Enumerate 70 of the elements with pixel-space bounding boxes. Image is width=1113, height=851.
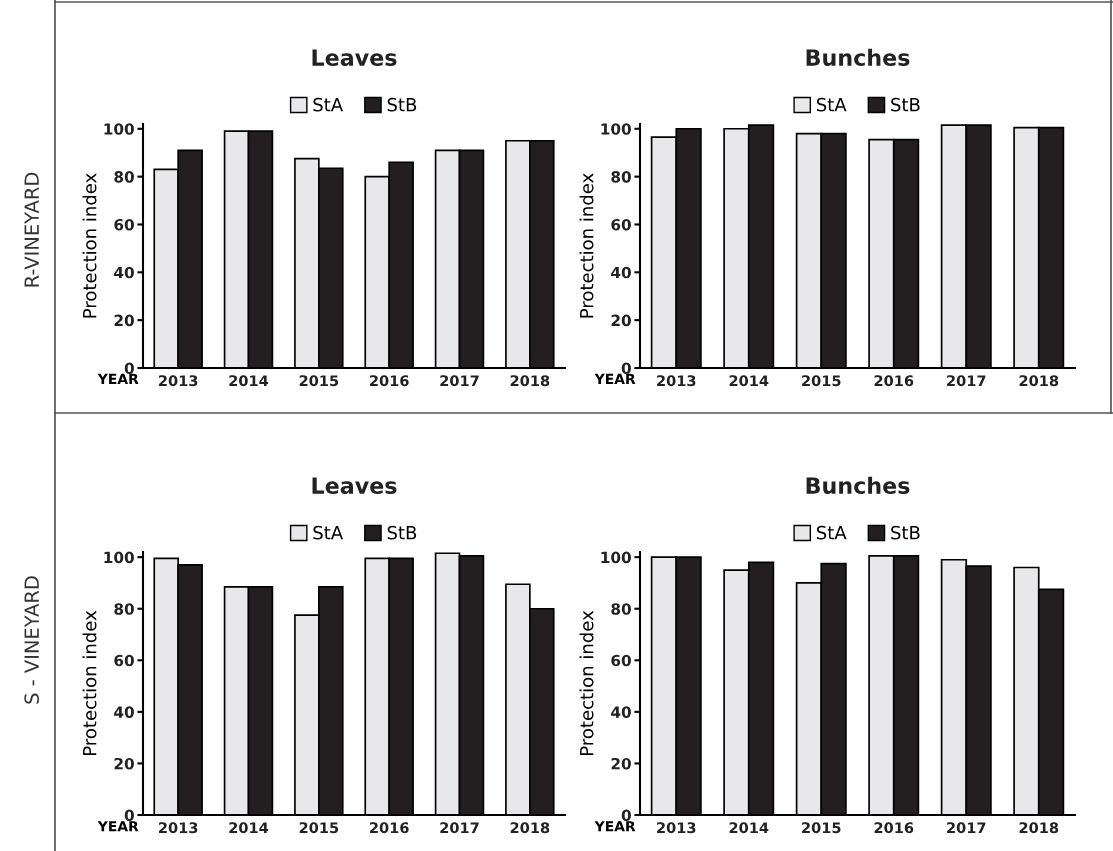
chart-title: Leaves xyxy=(312,477,397,494)
x-tick-label: 2017 xyxy=(440,822,479,834)
y-tick-label: 20 xyxy=(611,757,631,770)
x-axis-title: YEAR xyxy=(97,373,139,384)
x-tick-label: 2017 xyxy=(947,822,986,834)
x-axis-title: YEAR xyxy=(97,821,139,832)
legend-label: StB xyxy=(387,97,417,112)
x-tick-label: 2016 xyxy=(370,822,409,834)
y-tick-label: 0 xyxy=(124,362,134,375)
x-tick-label: 2014 xyxy=(729,375,769,387)
x-tick-label: 2015 xyxy=(802,375,841,387)
y-tick-label: 100 xyxy=(104,551,134,564)
y-tick-label: 40 xyxy=(611,266,631,279)
y-tick-label: 60 xyxy=(114,654,134,667)
y-tick-label: 20 xyxy=(114,757,134,770)
x-tick-label: 2015 xyxy=(299,822,339,834)
x-tick-label: 2016 xyxy=(874,375,914,387)
x-tick-label: 2015 xyxy=(802,822,841,834)
y-tick-label: 0 xyxy=(621,809,631,822)
x-tick-label: 2016 xyxy=(874,822,914,834)
y-axis-title: Protection index xyxy=(579,173,594,318)
x-axis-title: YEAR xyxy=(594,373,636,384)
legend-label: StB xyxy=(387,525,417,540)
x-axis-title: YEAR xyxy=(594,821,636,832)
x-tick-label: 2014 xyxy=(229,375,269,387)
legend-label: StA xyxy=(816,97,847,112)
legend-label: StA xyxy=(313,525,343,540)
legend-label: StA xyxy=(816,525,847,540)
x-tick-label: 2015 xyxy=(299,375,339,387)
x-tick-label: 2017 xyxy=(440,375,479,387)
y-tick-label: 0 xyxy=(621,362,631,375)
x-tick-label: 2018 xyxy=(510,375,550,387)
y-tick-label: 80 xyxy=(611,603,631,615)
y-tick-label: 60 xyxy=(114,218,134,231)
x-tick-label: 2013 xyxy=(657,822,696,834)
y-tick-label: 40 xyxy=(611,706,631,718)
legend-label: StB xyxy=(891,525,920,540)
x-tick-label: 2017 xyxy=(947,375,986,387)
x-tick-label: 2013 xyxy=(159,822,198,834)
y-tick-label: 60 xyxy=(611,218,631,231)
y-axis-title: Protection index xyxy=(579,610,594,755)
y-tick-label: 80 xyxy=(114,603,134,615)
x-tick-label: 2014 xyxy=(729,822,769,834)
x-tick-label: 2013 xyxy=(657,375,696,387)
y-tick-label: 40 xyxy=(114,266,134,279)
y-tick-label: 80 xyxy=(114,171,134,183)
chart-title: Leaves xyxy=(312,49,397,66)
legend-label: StB xyxy=(891,97,920,112)
y-tick-label: 100 xyxy=(601,551,631,564)
x-tick-label: 2016 xyxy=(370,375,409,387)
x-tick-label: 2013 xyxy=(159,375,198,387)
text: R-VINEYARD xyxy=(24,172,39,287)
x-tick-label: 2018 xyxy=(1019,822,1059,834)
y-tick-label: 60 xyxy=(611,654,631,667)
y-tick-label: 40 xyxy=(114,706,134,718)
y-tick-label: 80 xyxy=(611,171,631,183)
y-tick-label: 100 xyxy=(104,123,134,135)
text: S - VINEYARD xyxy=(24,576,40,704)
chart-title: Bunches xyxy=(806,476,910,494)
x-tick-label: 2014 xyxy=(229,822,269,834)
y-axis-title: Protection index xyxy=(82,173,97,318)
chart-title: Bunches xyxy=(806,48,910,66)
x-tick-label: 2018 xyxy=(510,822,550,834)
y-tick-label: 100 xyxy=(601,123,631,135)
y-axis-title: Protection index xyxy=(82,610,97,755)
y-tick-label: 20 xyxy=(611,314,631,327)
y-tick-label: 20 xyxy=(114,314,134,327)
x-tick-label: 2018 xyxy=(1019,375,1059,387)
legend-label: StA xyxy=(313,97,343,112)
y-tick-label: 0 xyxy=(124,809,134,822)
